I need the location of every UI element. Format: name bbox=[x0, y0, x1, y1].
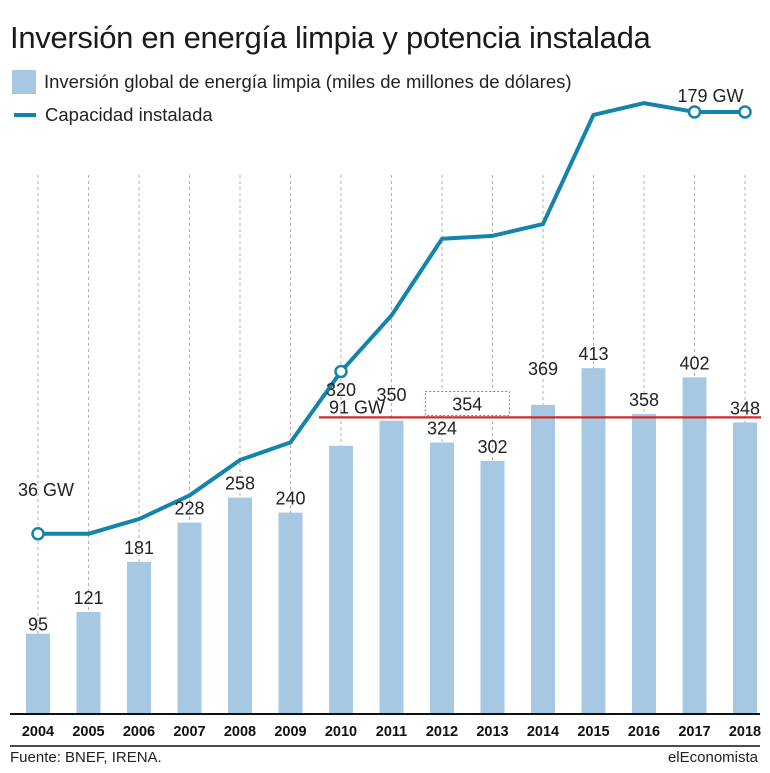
x-tick-label: 2009 bbox=[274, 724, 306, 740]
x-tick-label: 2004 bbox=[22, 724, 54, 740]
legend-line-label: Capacidad instalada bbox=[45, 104, 213, 125]
bar-data-label: 302 bbox=[477, 437, 507, 457]
capacity-point-marker bbox=[738, 105, 752, 119]
bar bbox=[278, 512, 303, 713]
bar-data-label: 121 bbox=[73, 588, 103, 608]
bar bbox=[430, 442, 454, 713]
bar-data-label: 258 bbox=[225, 474, 255, 494]
bar-data-label: 350 bbox=[376, 385, 406, 405]
capacity-point-marker bbox=[687, 105, 702, 119]
x-tick-label: 2011 bbox=[376, 724, 407, 740]
bar-data-label: 320 bbox=[326, 380, 356, 400]
x-tick-label: 2014 bbox=[527, 724, 559, 740]
capacity-data-label: 179 GW bbox=[677, 86, 743, 106]
bar bbox=[26, 633, 50, 713]
x-tick-label: 2016 bbox=[628, 724, 660, 740]
bar-data-label: 369 bbox=[528, 359, 558, 379]
legend-item-capacity: Capacidad instalada bbox=[12, 104, 213, 126]
bar bbox=[228, 497, 252, 713]
bar-data-label: 95 bbox=[28, 615, 48, 635]
x-tick-label: 2018 bbox=[729, 724, 761, 740]
bar-data-label: 240 bbox=[275, 489, 305, 509]
bar-data-label: 324 bbox=[427, 418, 457, 438]
legend-line-swatch bbox=[14, 113, 36, 117]
bar bbox=[682, 377, 707, 713]
capacity-data-label: 36 GW bbox=[18, 480, 74, 500]
capacity-line bbox=[36, 101, 747, 536]
legend-item-investment: Inversión global de energía limpia (mile… bbox=[12, 70, 572, 94]
x-tick-label: 2017 bbox=[678, 724, 710, 740]
bar bbox=[632, 414, 656, 713]
x-tick-label: 2007 bbox=[173, 724, 205, 740]
x-tick-label: 2015 bbox=[577, 724, 609, 740]
reference-label: 354 bbox=[452, 394, 482, 414]
x-tick-label: 2012 bbox=[426, 724, 458, 740]
bar bbox=[329, 445, 353, 713]
bar-data-label: 181 bbox=[124, 538, 154, 558]
legend-bar-label: Inversión global de energía limpia (mile… bbox=[44, 71, 572, 92]
bar bbox=[127, 561, 151, 713]
x-tick-label: 2013 bbox=[476, 724, 508, 740]
bar bbox=[76, 611, 101, 713]
bar bbox=[531, 404, 555, 713]
capacity-data-label: 91 GW bbox=[329, 398, 385, 418]
bar bbox=[733, 422, 757, 713]
bar bbox=[581, 368, 606, 713]
bar-data-label: 413 bbox=[578, 344, 608, 364]
bar-data-label: 348 bbox=[730, 398, 760, 418]
capacity-point-marker bbox=[334, 364, 348, 379]
bar-data-label: 228 bbox=[174, 499, 204, 519]
publisher-logo: elEconomista bbox=[667, 749, 758, 766]
reference-label-box bbox=[424, 391, 510, 416]
capacity-point-marker bbox=[31, 527, 45, 541]
chart-title: Inversión en energía limpia y potencia i… bbox=[10, 20, 651, 55]
bar-data-label: 358 bbox=[629, 390, 659, 410]
x-tick-label: 2010 bbox=[325, 724, 357, 740]
x-tick-label: 2006 bbox=[123, 724, 155, 740]
bar bbox=[480, 460, 505, 713]
bar bbox=[177, 522, 202, 713]
x-tick-label: 2005 bbox=[72, 724, 104, 740]
x-tick-label: 2008 bbox=[224, 724, 256, 740]
bar bbox=[379, 420, 404, 713]
legend-bar-swatch bbox=[12, 70, 36, 94]
bar-data-label: 402 bbox=[679, 353, 709, 373]
source-note: Fuente: BNEF, IRENA. bbox=[10, 749, 162, 766]
